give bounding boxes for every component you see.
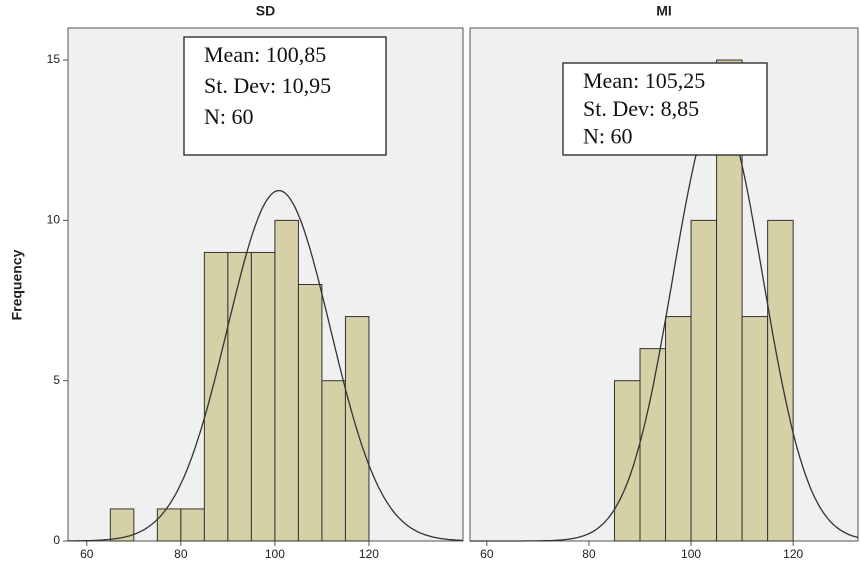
bar (181, 509, 205, 541)
stats-text: N: 60 (583, 124, 633, 149)
bar (228, 252, 252, 541)
bar (666, 317, 692, 541)
x-tick-label: 100 (265, 547, 285, 561)
stats-text: Mean: 105,25 (583, 68, 705, 93)
bar (251, 252, 275, 541)
bar (691, 220, 717, 541)
chart: Frequency SD 0 5 10 15 60 80 100 120 Mean: 100,85… (0, 0, 860, 564)
y-tick-label: 10 (47, 213, 61, 227)
stats-text: St. Dev: 10,95 (204, 73, 331, 98)
bar (157, 509, 181, 541)
y-axis-label: Frequency (9, 249, 25, 320)
bar (742, 317, 768, 541)
stats-text: Mean: 100,85 (204, 42, 326, 67)
bar (298, 285, 322, 542)
x-tick-label: 60 (80, 547, 94, 561)
panel-title: MI (656, 3, 672, 19)
y-tick-label: 5 (53, 373, 60, 387)
x-tick-label: 80 (582, 547, 596, 561)
bar (614, 381, 640, 541)
x-tick-label: 100 (681, 547, 701, 561)
x-tick-label: 60 (480, 547, 494, 561)
stats-text: St. Dev: 8,85 (583, 96, 699, 121)
bar (640, 349, 666, 541)
stats-text: N: 60 (204, 104, 254, 129)
bar (204, 252, 228, 541)
x-tick-label: 120 (359, 547, 379, 561)
bar (275, 220, 299, 541)
y-tick-label: 0 (53, 533, 60, 547)
bar (322, 381, 346, 541)
panel-title: SD (256, 3, 275, 19)
bar (768, 220, 794, 541)
x-tick-label: 80 (174, 547, 188, 561)
y-tick-label: 15 (47, 52, 61, 66)
x-tick-label: 120 (783, 547, 803, 561)
